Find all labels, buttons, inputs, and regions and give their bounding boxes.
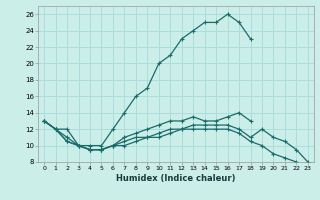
X-axis label: Humidex (Indice chaleur): Humidex (Indice chaleur) — [116, 174, 236, 183]
